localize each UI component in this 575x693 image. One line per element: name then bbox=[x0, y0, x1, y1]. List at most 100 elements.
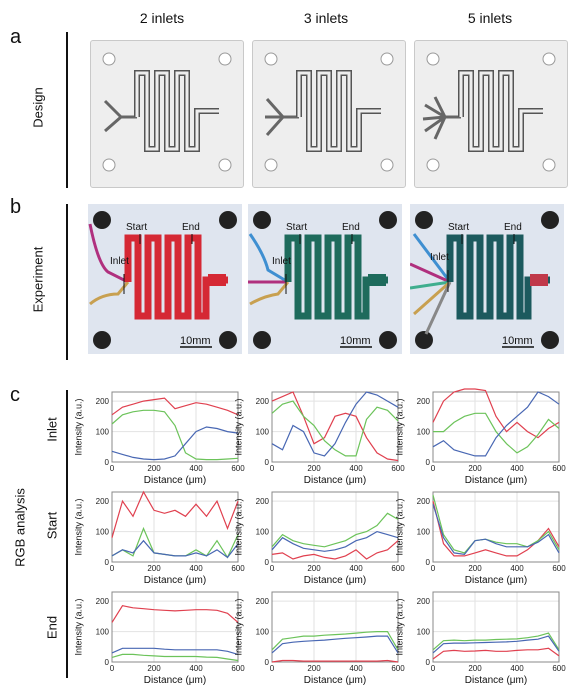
x-tick-label: 200 bbox=[147, 564, 161, 573]
x-tick-label: 400 bbox=[349, 464, 363, 473]
panel-c-row-label: RGB analysis bbox=[12, 488, 28, 567]
experiment-photo-2-inlets: Inlet Start End 10mm bbox=[88, 204, 242, 354]
design-schematic-3-inlets bbox=[264, 52, 394, 172]
plot-frame bbox=[111, 591, 239, 663]
blue-channel-line bbox=[111, 647, 239, 655]
x-tick-label: 200 bbox=[468, 664, 482, 673]
green-channel-line bbox=[111, 409, 239, 461]
rgb-plot-start-0: 0 200 400 600 0 100 200 Distance (μm) Intensity … bbox=[74, 490, 245, 593]
x-tick-label: 400 bbox=[510, 664, 524, 673]
panel-c-divider bbox=[66, 390, 68, 678]
rgb-plot-end-2: 0 200 400 600 0 100 200 Distance (μm) Intensity … bbox=[395, 591, 566, 693]
x-tick-label: 0 bbox=[270, 664, 275, 673]
y-tick-label: 0 bbox=[105, 458, 110, 467]
red-channel-line bbox=[111, 397, 239, 416]
x-axis-label: Distance (μm) bbox=[465, 575, 527, 586]
y-tick-label: 0 bbox=[105, 558, 110, 567]
x-tick-label: 200 bbox=[307, 564, 321, 573]
y-tick-label: 0 bbox=[265, 658, 270, 667]
y-tick-label: 200 bbox=[96, 597, 110, 606]
x-tick-label: 0 bbox=[431, 564, 436, 573]
x-tick-label: 600 bbox=[552, 464, 566, 473]
blue-channel-line bbox=[432, 635, 560, 654]
y-tick-label: 200 bbox=[256, 497, 270, 506]
green-channel-line bbox=[111, 526, 239, 559]
x-axis-label: Distance (μm) bbox=[465, 475, 527, 486]
x-axis-label: Distance (μm) bbox=[144, 475, 206, 486]
y-tick-label: 200 bbox=[96, 397, 110, 406]
y-axis-label: Intensity (a.u.) bbox=[73, 398, 84, 456]
label-start: Start bbox=[286, 222, 307, 233]
x-axis-label: Distance (μm) bbox=[304, 575, 366, 586]
y-tick-label: 200 bbox=[256, 397, 270, 406]
y-axis-label: Intensity (a.u.) bbox=[394, 598, 405, 656]
y-tick-label: 100 bbox=[96, 428, 110, 437]
blue-channel-line bbox=[432, 504, 560, 556]
label-inlet: Inlet bbox=[110, 256, 129, 267]
design-card-3-inlets bbox=[252, 40, 406, 188]
y-tick-label: 200 bbox=[417, 597, 431, 606]
x-tick-label: 0 bbox=[110, 464, 115, 473]
plot-frame bbox=[111, 491, 239, 563]
plot-frame bbox=[432, 391, 560, 463]
design-schematic-5-inlets bbox=[422, 52, 556, 172]
plot-frame bbox=[271, 591, 399, 663]
y-axis-label: Intensity (a.u.) bbox=[233, 598, 244, 656]
y-tick-label: 0 bbox=[265, 558, 270, 567]
x-tick-label: 200 bbox=[147, 464, 161, 473]
y-axis-label: Intensity (a.u.) bbox=[73, 598, 84, 656]
y-tick-label: 100 bbox=[96, 528, 110, 537]
panel-letter-c: c bbox=[10, 384, 20, 406]
rgb-plot-start-1: 0 200 400 600 0 100 200 Distance (μm) Intensity … bbox=[234, 491, 405, 593]
column-title-2-inlets: 2 inlets bbox=[139, 10, 185, 26]
x-axis-label: Distance (μm) bbox=[144, 675, 206, 686]
column-title-5-inlets: 5 inlets bbox=[467, 10, 513, 26]
y-axis-label: Intensity (a.u.) bbox=[73, 498, 84, 556]
red-channel-line bbox=[432, 388, 560, 439]
x-tick-label: 0 bbox=[270, 464, 275, 473]
experiment-photo-3-inlets: Inlet Start End 10mm bbox=[248, 204, 402, 354]
label-start: Start bbox=[448, 222, 469, 233]
x-axis-label: Distance (μm) bbox=[304, 475, 366, 486]
x-axis-label: Distance (μm) bbox=[144, 575, 206, 586]
blue-channel-line bbox=[271, 391, 399, 457]
rgb-plot-start-2: 0 200 400 600 0 100 200 Distance (μm) Intensity … bbox=[395, 491, 566, 593]
scale-bar-label: 10mm bbox=[502, 335, 533, 347]
y-tick-label: 100 bbox=[96, 628, 110, 637]
y-tick-label: 200 bbox=[417, 497, 431, 506]
red-channel-line bbox=[111, 605, 239, 623]
panel-letter-a: a bbox=[10, 26, 22, 48]
x-tick-label: 600 bbox=[391, 464, 405, 473]
y-tick-label: 0 bbox=[426, 658, 431, 667]
x-tick-label: 0 bbox=[110, 564, 115, 573]
blue-channel-line bbox=[271, 635, 399, 654]
y-axis-label: Intensity (a.u.) bbox=[233, 398, 244, 456]
y-tick-label: 0 bbox=[265, 458, 270, 467]
blue-channel-line bbox=[111, 539, 239, 559]
rgb-plot-inlet-1: 0 200 400 600 0 100 200 Distance (μm) Intensity … bbox=[234, 391, 405, 493]
plot-frame bbox=[432, 591, 560, 663]
x-tick-label: 200 bbox=[468, 464, 482, 473]
y-tick-label: 100 bbox=[256, 628, 270, 637]
x-tick-label: 600 bbox=[552, 664, 566, 673]
y-axis-label: Intensity (a.u.) bbox=[394, 498, 405, 556]
x-tick-label: 400 bbox=[189, 664, 203, 673]
red-channel-line bbox=[271, 659, 399, 663]
rgb-plot-end-1: 0 200 400 600 0 100 200 Distance (μm) Intensity … bbox=[234, 591, 405, 693]
rgb-plot-end-0: 0 200 400 600 0 100 200 Distance (μm) Intensity … bbox=[74, 591, 245, 693]
label-inlet: Inlet bbox=[272, 256, 291, 267]
label-start: Start bbox=[126, 222, 147, 233]
red-channel-line bbox=[111, 490, 239, 538]
x-tick-label: 400 bbox=[349, 664, 363, 673]
y-axis-label: Intensity (a.u.) bbox=[233, 498, 244, 556]
panel-b-divider bbox=[66, 204, 68, 360]
green-channel-line bbox=[433, 412, 560, 454]
x-tick-label: 200 bbox=[468, 564, 482, 573]
label-end: End bbox=[182, 222, 200, 233]
green-channel-line bbox=[271, 630, 399, 651]
label-end: End bbox=[504, 222, 522, 233]
plot-frame bbox=[111, 391, 239, 463]
x-tick-label: 400 bbox=[510, 464, 524, 473]
label-end: End bbox=[342, 222, 360, 233]
x-tick-label: 0 bbox=[431, 464, 436, 473]
